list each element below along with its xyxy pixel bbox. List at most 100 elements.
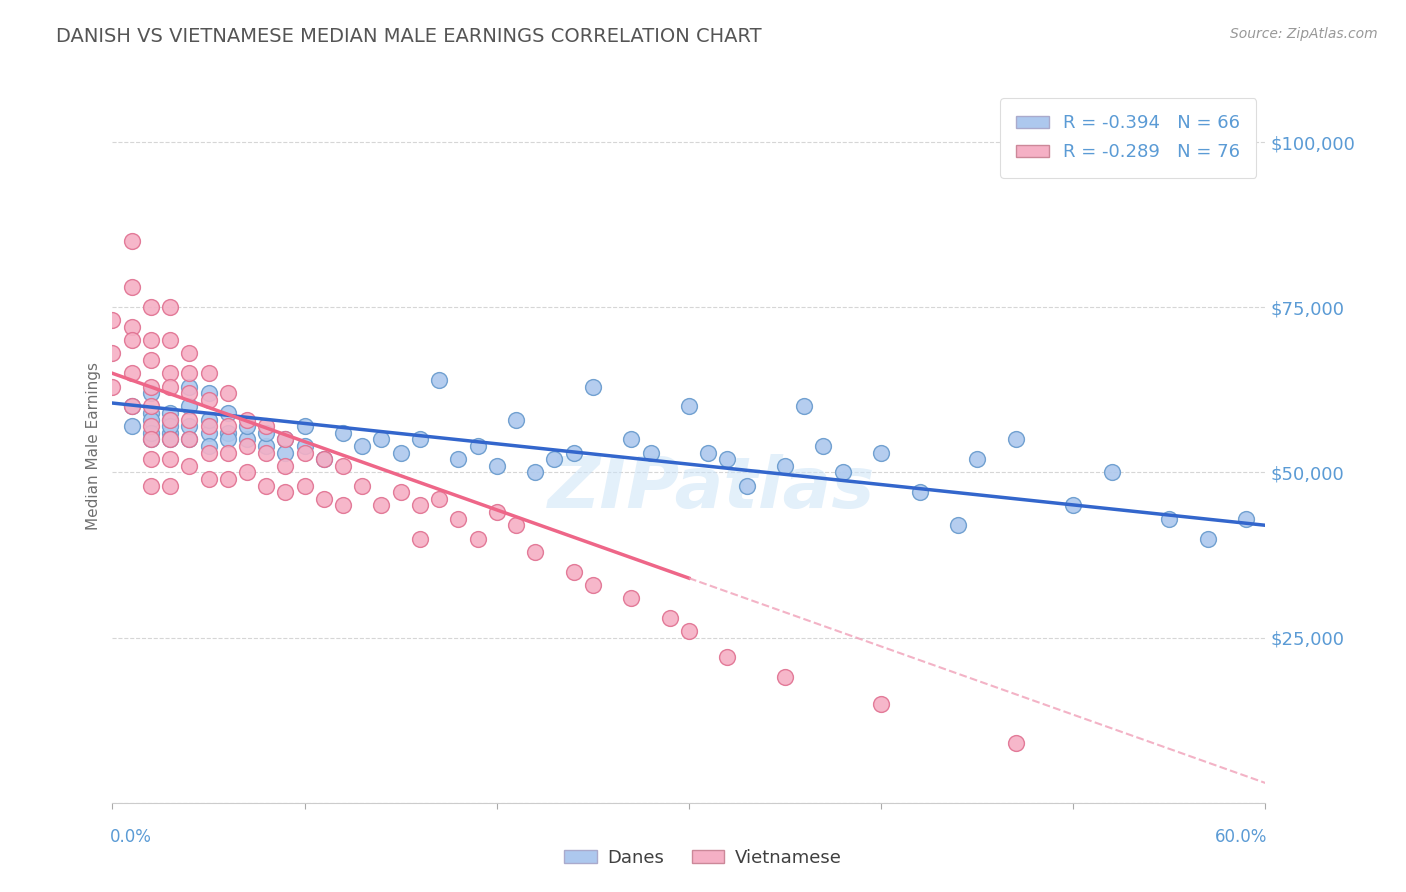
- Point: [159, 433, 181, 447]
- Point: [467, 439, 489, 453]
- Legend: Danes, Vietnamese: Danes, Vietnamese: [557, 842, 849, 874]
- Point: [159, 333, 181, 347]
- Point: [217, 472, 239, 486]
- Point: [159, 367, 181, 381]
- Point: [543, 452, 565, 467]
- Point: [159, 412, 181, 426]
- Legend: R = -0.394   N = 66, R = -0.289   N = 76: R = -0.394 N = 66, R = -0.289 N = 76: [1000, 98, 1257, 178]
- Point: [254, 425, 277, 440]
- Point: [485, 505, 508, 519]
- Point: [966, 452, 988, 467]
- Text: Source: ZipAtlas.com: Source: ZipAtlas.com: [1230, 27, 1378, 41]
- Point: [236, 419, 259, 434]
- Point: [197, 367, 219, 381]
- Point: [236, 466, 259, 480]
- Point: [139, 379, 162, 393]
- Point: [159, 412, 181, 426]
- Point: [139, 300, 162, 314]
- Point: [524, 545, 547, 559]
- Point: [121, 400, 143, 414]
- Point: [716, 452, 738, 467]
- Point: [159, 478, 181, 492]
- Point: [562, 445, 585, 459]
- Point: [370, 499, 392, 513]
- Point: [179, 433, 201, 447]
- Point: [793, 400, 815, 414]
- Point: [121, 333, 143, 347]
- Point: [236, 412, 259, 426]
- Point: [101, 346, 124, 360]
- Point: [870, 697, 893, 711]
- Point: [179, 412, 201, 426]
- Point: [640, 445, 662, 459]
- Point: [312, 491, 335, 506]
- Point: [139, 419, 162, 434]
- Point: [139, 425, 162, 440]
- Point: [582, 578, 605, 592]
- Point: [332, 425, 354, 440]
- Point: [159, 300, 181, 314]
- Point: [274, 433, 297, 447]
- Point: [505, 412, 527, 426]
- Point: [159, 425, 181, 440]
- Point: [197, 392, 219, 407]
- Point: [197, 439, 219, 453]
- Point: [735, 478, 758, 492]
- Point: [1159, 511, 1181, 525]
- Point: [1234, 511, 1257, 525]
- Point: [159, 452, 181, 467]
- Point: [352, 439, 374, 453]
- Point: [773, 670, 796, 684]
- Point: [678, 624, 700, 638]
- Point: [121, 400, 143, 414]
- Point: [831, 466, 853, 480]
- Point: [1004, 433, 1026, 447]
- Point: [139, 353, 162, 368]
- Point: [179, 367, 201, 381]
- Point: [159, 379, 181, 393]
- Point: [582, 379, 605, 393]
- Text: DANISH VS VIETNAMESE MEDIAN MALE EARNINGS CORRELATION CHART: DANISH VS VIETNAMESE MEDIAN MALE EARNING…: [56, 27, 762, 45]
- Point: [294, 478, 316, 492]
- Point: [121, 234, 143, 248]
- Point: [217, 419, 239, 434]
- Point: [179, 433, 201, 447]
- Point: [197, 419, 219, 434]
- Point: [294, 439, 316, 453]
- Point: [620, 591, 643, 605]
- Point: [139, 386, 162, 401]
- Point: [197, 472, 219, 486]
- Point: [254, 445, 277, 459]
- Point: [159, 419, 181, 434]
- Point: [409, 499, 432, 513]
- Point: [946, 518, 969, 533]
- Point: [139, 412, 162, 426]
- Point: [658, 611, 681, 625]
- Point: [1062, 499, 1084, 513]
- Point: [101, 313, 124, 327]
- Point: [197, 425, 219, 440]
- Point: [773, 458, 796, 473]
- Point: [620, 433, 643, 447]
- Point: [139, 400, 162, 414]
- Point: [179, 400, 201, 414]
- Point: [332, 499, 354, 513]
- Point: [485, 458, 508, 473]
- Point: [274, 485, 297, 500]
- Point: [139, 333, 162, 347]
- Point: [716, 650, 738, 665]
- Point: [524, 466, 547, 480]
- Point: [312, 452, 335, 467]
- Point: [409, 532, 432, 546]
- Point: [1197, 532, 1219, 546]
- Point: [254, 439, 277, 453]
- Point: [121, 320, 143, 334]
- Point: [274, 445, 297, 459]
- Point: [139, 406, 162, 420]
- Point: [254, 419, 277, 434]
- Point: [179, 419, 201, 434]
- Point: [121, 419, 143, 434]
- Point: [197, 445, 219, 459]
- Point: [197, 386, 219, 401]
- Point: [139, 433, 162, 447]
